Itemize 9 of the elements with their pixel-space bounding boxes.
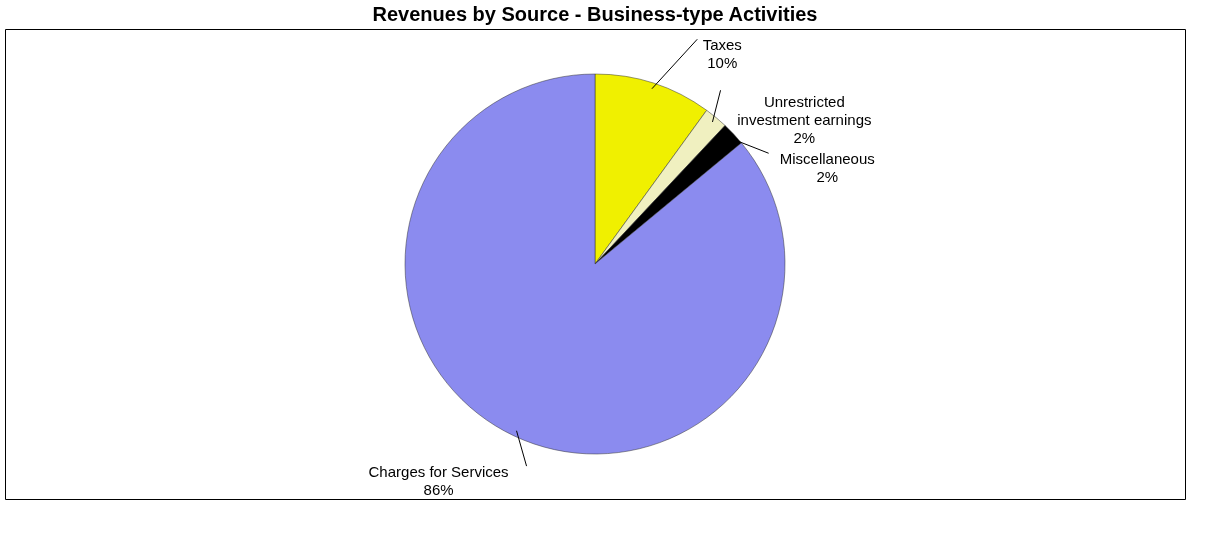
data-label: 2% <box>816 168 839 186</box>
data-label: 86% <box>423 481 454 499</box>
data-label: 10% <box>707 54 738 72</box>
chart-title: Revenues by Source - Business-type Activities <box>372 3 818 25</box>
slice-label: Unrestricted investment earnings <box>737 93 872 129</box>
slice-label: Miscellaneous <box>779 150 875 168</box>
data-label: 2% <box>793 129 816 147</box>
slice-label: Charges for Services <box>368 463 509 481</box>
slice-label: Taxes <box>702 36 742 54</box>
